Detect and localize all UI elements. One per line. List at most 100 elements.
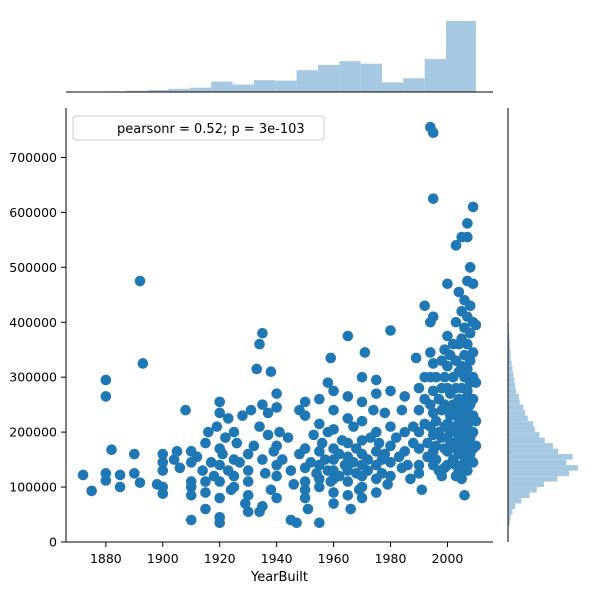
- right-histogram-bar: [508, 399, 520, 405]
- scatter-point: [214, 517, 226, 529]
- scatter-point: [200, 476, 211, 487]
- scatter-point: [462, 338, 473, 350]
- scatter-point: [430, 440, 442, 452]
- scatter-point: [299, 396, 311, 408]
- scatter-point: [399, 391, 411, 402]
- right-histogram-bar: [508, 421, 534, 427]
- scatter-point: [203, 426, 214, 438]
- scatter-point: [114, 481, 126, 493]
- y-tick-label: 500000: [9, 260, 57, 275]
- scatter-point: [171, 446, 183, 457]
- scatter-point: [333, 470, 345, 482]
- scatter-point: [427, 358, 439, 369]
- scatter-point: [385, 470, 396, 482]
- x-tick-label: 1980: [375, 551, 407, 566]
- scatter-point: [356, 481, 368, 493]
- scatter-point: [314, 481, 325, 493]
- scatter-point: [342, 391, 354, 402]
- scatter-point: [262, 407, 274, 419]
- scatter-point: [214, 407, 226, 419]
- scatter-point: [257, 454, 268, 465]
- right-histogram-bar: [508, 492, 530, 499]
- scatter-point: [314, 517, 325, 529]
- top-histogram-bars: [83, 21, 476, 92]
- scatter-point: [413, 426, 425, 438]
- scatter-point: [277, 454, 288, 465]
- scatter-point: [257, 399, 268, 410]
- scatter-point: [200, 503, 211, 515]
- right-histogram-bar: [508, 503, 516, 510]
- scatter-point: [430, 371, 442, 383]
- scatter-point: [467, 393, 479, 405]
- scatter-point: [137, 358, 149, 369]
- scatter-point: [356, 415, 368, 427]
- scatter-point: [342, 490, 354, 501]
- right-histogram-bar: [508, 459, 567, 466]
- scatter-point: [129, 468, 140, 479]
- scatter-point: [314, 446, 325, 457]
- right-histogram-bar: [508, 509, 513, 515]
- top-histogram-bar: [381, 82, 404, 92]
- scatter-point: [370, 446, 382, 457]
- scatter-point: [370, 487, 382, 498]
- scatter-point: [410, 352, 422, 364]
- scatter-point: [362, 454, 374, 465]
- right-histogram-bar: [508, 388, 517, 394]
- top-histogram-bar: [339, 61, 361, 92]
- scatter-point: [333, 448, 345, 460]
- scatter-point: [168, 454, 180, 465]
- scatter-point: [328, 487, 339, 498]
- scatter-point: [325, 352, 337, 364]
- scatter-point: [200, 487, 211, 498]
- right-histogram-bar: [508, 426, 535, 433]
- scatter-point: [356, 492, 368, 504]
- right-histogram-bar: [508, 465, 578, 471]
- scatter-point: [314, 418, 325, 430]
- scatter-point: [348, 421, 359, 432]
- x-tick-label: 1940: [261, 551, 293, 566]
- right-histogram-bar: [508, 470, 570, 477]
- right-histogram-bar: [508, 443, 553, 449]
- scatter-point: [254, 421, 265, 432]
- y-tick-label: 700000: [9, 150, 57, 165]
- top-histogram-bar: [317, 64, 340, 92]
- scatter-point: [405, 473, 416, 485]
- scatter-point: [413, 443, 425, 454]
- scatter-point: [242, 506, 254, 518]
- scatter-point: [157, 465, 169, 476]
- scatter-point: [464, 327, 476, 339]
- right-histogram-bar: [508, 520, 510, 526]
- scatter-point: [427, 385, 439, 397]
- scatter-point: [129, 448, 140, 460]
- right-histogram-bar: [508, 349, 511, 356]
- scatter-point: [348, 457, 359, 468]
- scatter-point: [114, 469, 126, 481]
- scatter-point: [462, 385, 473, 397]
- scatter-point: [385, 457, 396, 468]
- scatter-point: [370, 374, 382, 386]
- scatter-point: [464, 300, 476, 312]
- scatter-point: [439, 371, 450, 383]
- scatter-point: [356, 435, 368, 446]
- right-histogram-bar: [508, 360, 512, 367]
- main-scatter-axes: 1880 1900 1920 1940 1960 1980 2000 0 100000 2000…: [9, 108, 493, 585]
- scatter-point: [385, 440, 396, 452]
- scatter-point: [305, 457, 317, 468]
- scatter-point: [262, 429, 274, 441]
- scatter-point: [399, 426, 411, 438]
- scatter-point: [100, 391, 112, 402]
- scatter-point: [402, 459, 413, 471]
- scatter-point: [456, 473, 467, 485]
- scatter-point: [257, 327, 268, 339]
- right-histogram-bar: [508, 448, 559, 455]
- scatter-point: [390, 432, 402, 443]
- right-histogram-bar: [508, 454, 573, 460]
- scatter-point: [385, 385, 396, 397]
- legend: pearsonr = 0.52; p = 3e-103: [72, 115, 325, 141]
- right-histogram-bar: [508, 344, 510, 350]
- scatter-point: [265, 366, 277, 378]
- scatter-point: [385, 421, 396, 432]
- right-histogram-bar: [508, 393, 519, 400]
- scatter-point: [467, 347, 479, 358]
- scatter-point: [467, 278, 479, 290]
